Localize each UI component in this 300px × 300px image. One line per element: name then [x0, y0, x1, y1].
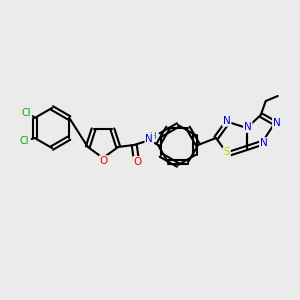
Text: H: H — [149, 132, 156, 141]
Text: N: N — [273, 118, 280, 128]
Text: N: N — [244, 122, 252, 132]
Text: N: N — [223, 116, 231, 126]
Text: O: O — [100, 156, 108, 166]
Text: N: N — [260, 138, 268, 148]
Text: Cl: Cl — [20, 136, 29, 146]
Text: O: O — [133, 157, 141, 167]
Text: S: S — [224, 147, 230, 157]
Text: N: N — [145, 134, 153, 144]
Text: Cl: Cl — [22, 108, 32, 118]
